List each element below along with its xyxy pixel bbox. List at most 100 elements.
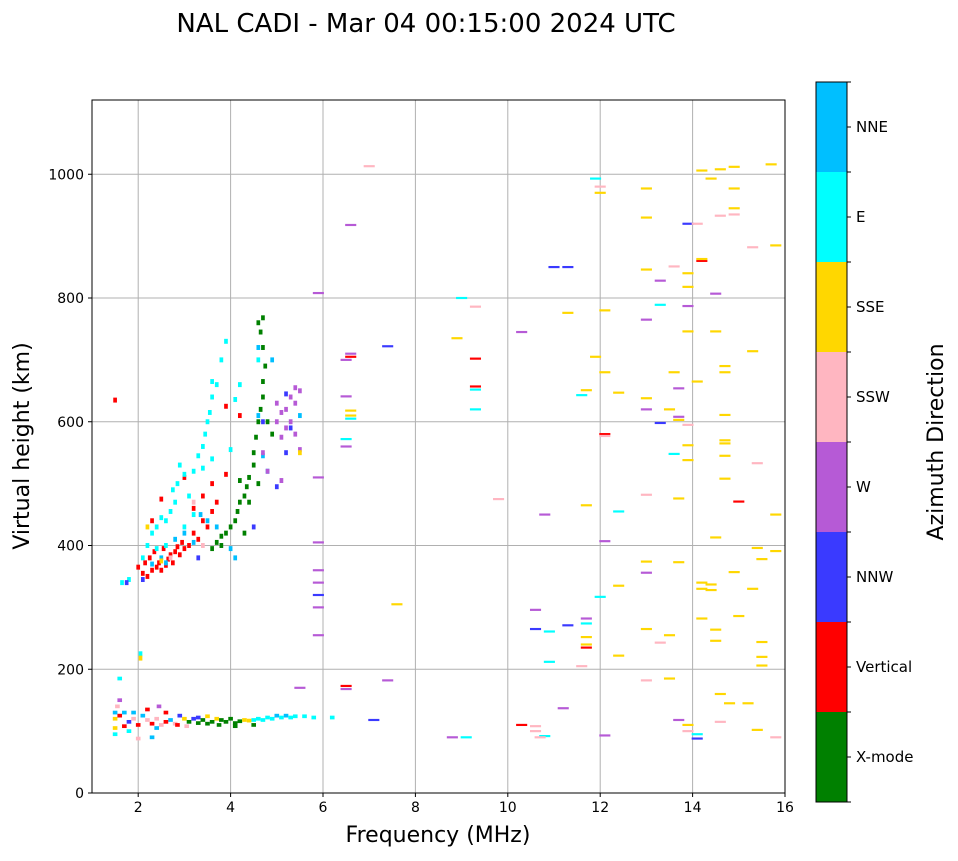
echo-cell-x-mode (200, 718, 206, 722)
echo-trace-sse (640, 216, 652, 219)
echo-trace-w (312, 569, 324, 572)
echo-cell-vertical (117, 713, 123, 718)
echo-trace-vertical (580, 646, 592, 649)
echo-trace-nnw (562, 265, 574, 269)
echo-trace-vertical (469, 385, 482, 388)
echo-cell-vertical (150, 518, 154, 524)
echo-trace-w (382, 679, 394, 682)
echo-cell-e (150, 530, 154, 536)
echo-trace-w (345, 352, 357, 355)
echo-cell-w (298, 388, 302, 394)
echo-cell-x-mode (224, 530, 228, 536)
echo-cell-e (224, 338, 228, 344)
echo-cell-w (284, 425, 288, 431)
echo-trace-sse (719, 413, 731, 417)
echo-cell-w (279, 478, 284, 484)
echo-trace-sse (719, 442, 731, 445)
echo-cell-w (279, 434, 284, 440)
echo-trace-nnw (691, 737, 703, 740)
echo-cell-vertical (175, 544, 180, 550)
echo-trace-w (640, 318, 652, 321)
echo-cell-e (171, 487, 175, 493)
echo-cell-w (288, 394, 293, 400)
echo-cell-nne (140, 713, 146, 718)
echo-cell-nnw (284, 450, 288, 456)
echo-cell-e (182, 471, 187, 477)
echo-trace-sse (640, 560, 652, 563)
echo-trace-ssw (714, 720, 726, 723)
echo-cell-x-mode (228, 716, 233, 721)
echo-trace-w (682, 304, 694, 308)
echo-trace-sse (747, 350, 759, 353)
echo-cell-e (140, 555, 145, 561)
echo-trace-sse (705, 583, 717, 586)
echo-trace-vertical (340, 684, 352, 688)
echo-trace-e (539, 734, 551, 738)
echo-trace-sse (710, 536, 722, 539)
colorbar-label-x-mode: X-mode (856, 748, 913, 766)
echo-trace-sse (580, 389, 592, 392)
echo-trace-sse (673, 418, 685, 421)
echo-cell-vertical (150, 567, 154, 573)
echo-trace-sse (682, 285, 694, 288)
colorbar: X-mode Vertical NNW W SSW SSE E NNE (815, 81, 913, 803)
echo-cell-vertical (214, 499, 219, 505)
x-tick-label: 4 (226, 800, 235, 816)
echo-trace-w (557, 707, 569, 710)
echo-cell-e (260, 718, 266, 722)
echo-trace-e (580, 622, 592, 625)
echo-cell-vertical (143, 560, 147, 566)
echo-trace-e (654, 303, 666, 306)
echo-cell-e (228, 447, 233, 453)
y-tick-label: 200 (57, 662, 84, 678)
echo-trace-w (599, 734, 611, 737)
echo-cell-x-mode (219, 533, 224, 539)
colorbar-swatch-w (816, 442, 847, 532)
echo-trace-sse (733, 614, 745, 618)
echo-cell-nne (182, 530, 187, 536)
echo-trace-sse (613, 654, 625, 657)
echo-cell-ssw (168, 555, 173, 561)
echo-trace-sse (765, 163, 777, 166)
echo-trace-sse (580, 504, 592, 507)
echo-trace-ssw (682, 423, 694, 426)
echo-trace-sse (580, 635, 592, 639)
echo-cell-x-mode (261, 315, 265, 321)
echo-trace-sse (728, 207, 740, 210)
echo-cell-x-mode (232, 721, 238, 725)
echo-trace-w (312, 476, 324, 479)
echo-cell-e (112, 732, 118, 737)
echo-cell-x-mode (195, 721, 201, 725)
echo-trace-vertical (516, 723, 528, 727)
echo-cell-e (154, 524, 159, 530)
echo-cell-nne (168, 718, 173, 722)
echo-trace-sse (663, 408, 676, 411)
echo-cell-ssw (115, 704, 120, 709)
echo-trace-w (446, 736, 458, 739)
echo-trace-sse (696, 581, 708, 584)
colorbar-swatch-nnw (816, 532, 847, 622)
echo-cell-nne (149, 735, 155, 740)
echo-cell-nnw (251, 524, 256, 530)
echo-trace-e (543, 660, 555, 663)
echo-trace-e (543, 630, 555, 633)
echo-cell-e (182, 524, 187, 530)
y-tick-label: 0 (75, 786, 84, 802)
echo-cell-w (261, 450, 265, 456)
echo-trace-sse (728, 165, 740, 168)
colorbar-label-ssw: SSW (856, 388, 890, 406)
echo-trace-e (594, 595, 606, 598)
echo-trace-vertical (696, 259, 708, 262)
echo-cell-e (210, 379, 214, 385)
echo-trace-ssw (469, 305, 482, 308)
echo-cell-e (173, 499, 178, 505)
echo-trace-nnw (682, 222, 694, 225)
echo-cell-nnw (126, 719, 132, 724)
echo-cell-e (203, 431, 208, 437)
echo-trace-sse (613, 584, 625, 587)
echo-cell-nnw (261, 419, 265, 425)
echo-cell-x-mode (254, 434, 258, 440)
echo-trace-ssw (493, 498, 505, 501)
echo-cell-vertical (171, 560, 175, 566)
echo-cell-e (251, 718, 257, 722)
